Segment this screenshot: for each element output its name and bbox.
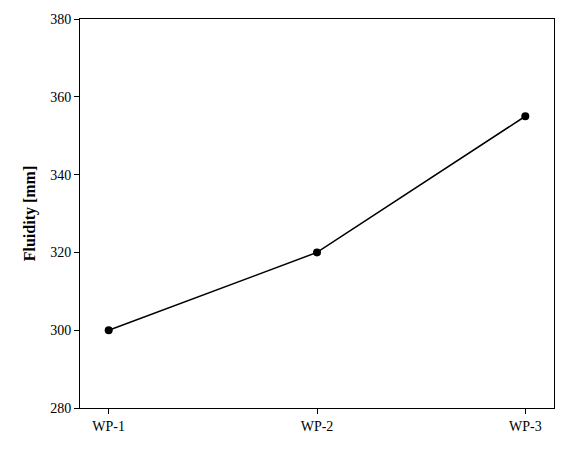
- svg-text:320: 320: [50, 245, 71, 260]
- svg-text:300: 300: [50, 323, 71, 338]
- svg-text:360: 360: [50, 90, 71, 105]
- svg-text:380: 380: [50, 12, 71, 27]
- svg-text:340: 340: [50, 168, 71, 183]
- svg-text:280: 280: [50, 401, 71, 416]
- svg-text:WP-3: WP-3: [509, 419, 542, 434]
- svg-text:WP-1: WP-1: [92, 419, 125, 434]
- svg-text:WP-2: WP-2: [301, 419, 334, 434]
- svg-text:Fluidity [mm]: Fluidity [mm]: [21, 166, 39, 262]
